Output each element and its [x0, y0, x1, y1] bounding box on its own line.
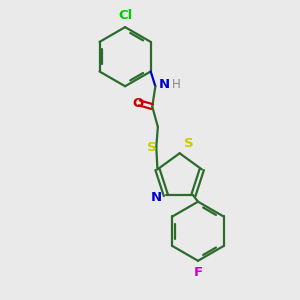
Text: F: F [194, 266, 202, 279]
Text: O: O [132, 97, 143, 110]
Text: S: S [147, 142, 157, 154]
Text: H: H [172, 78, 180, 91]
Text: S: S [184, 137, 194, 150]
Text: N: N [151, 190, 162, 203]
Text: Cl: Cl [118, 10, 132, 22]
Text: N: N [159, 78, 170, 91]
